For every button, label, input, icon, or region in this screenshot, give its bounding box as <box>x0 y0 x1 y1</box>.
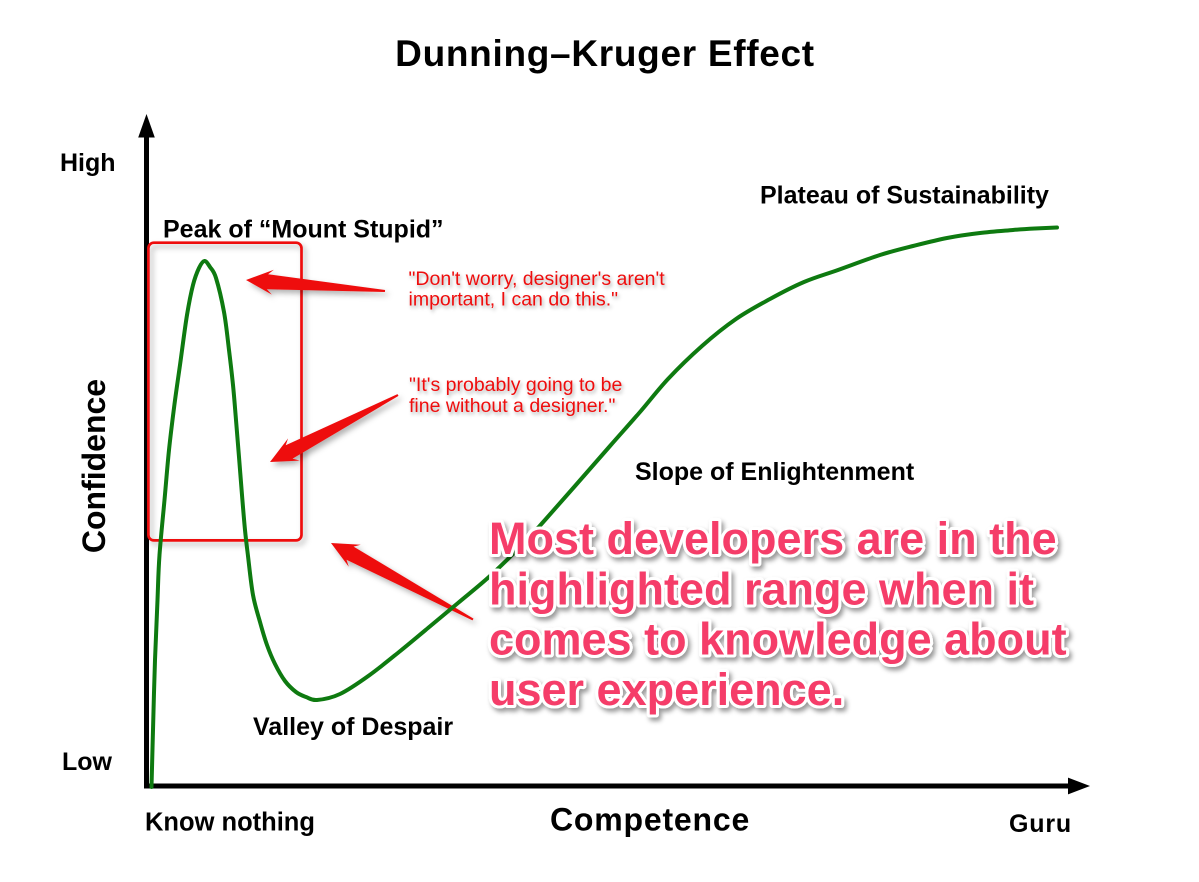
svg-text:Know nothing: Know nothing <box>145 809 315 837</box>
svg-text:Competence: Competence <box>550 801 750 837</box>
svg-text:"Don't worry, designer's aren': "Don't worry, designer's aren't <box>409 268 666 290</box>
svg-text:Most developers are in the: Most developers are in the <box>489 513 1057 564</box>
svg-text:comes to knowledge about: comes to knowledge about <box>489 614 1067 665</box>
svg-text:Low: Low <box>62 748 113 776</box>
svg-text:Slope of Enlightenment: Slope of Enlightenment <box>635 458 915 486</box>
svg-text:Guru: Guru <box>1009 810 1072 838</box>
svg-text:Peak of “Mount Stupid”: Peak of “Mount Stupid” <box>163 216 444 244</box>
svg-text:Plateau of Sustainability: Plateau of Sustainability <box>760 182 1049 210</box>
svg-text:highlighted range when it: highlighted range when it <box>489 563 1034 614</box>
svg-text:fine without a designer.": fine without a designer." <box>409 395 615 417</box>
svg-text:user experience.: user experience. <box>489 664 844 715</box>
svg-text:Dunning–Kruger Effect: Dunning–Kruger Effect <box>395 33 815 74</box>
svg-text:Confidence: Confidence <box>76 379 112 553</box>
svg-text:High: High <box>60 149 116 177</box>
svg-text:Valley of Despair: Valley of Despair <box>253 713 453 741</box>
svg-text:important, I can do this.": important, I can do this." <box>409 289 619 311</box>
svg-text:"It's probably going to be: "It's probably going to be <box>409 374 622 396</box>
